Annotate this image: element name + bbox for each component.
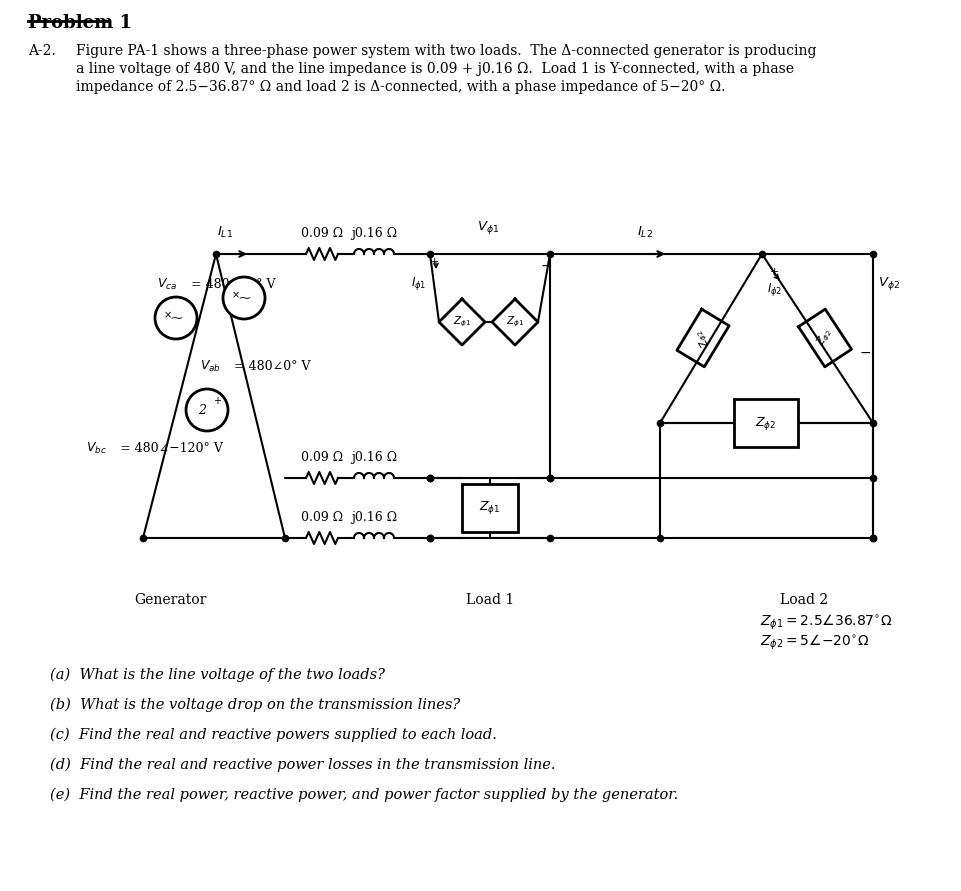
Text: ~: ~	[237, 290, 251, 307]
Circle shape	[155, 297, 197, 339]
Text: $V_{ab}$: $V_{ab}$	[200, 358, 221, 373]
Text: +: +	[770, 267, 778, 277]
Text: (a)  What is the line voltage of the two loads?: (a) What is the line voltage of the two …	[50, 668, 385, 683]
Text: $V_{bc}$: $V_{bc}$	[86, 440, 107, 455]
Text: $Z_{\phi 1}$: $Z_{\phi 1}$	[505, 315, 524, 329]
Text: (c)  Find the real and reactive powers supplied to each load.: (c) Find the real and reactive powers su…	[50, 728, 497, 742]
Text: $Z_{\phi 1}$: $Z_{\phi 1}$	[480, 500, 501, 517]
Text: 0.09 Ω: 0.09 Ω	[301, 451, 343, 464]
Text: $I_{\phi 1}$: $I_{\phi 1}$	[410, 275, 426, 292]
Text: j0.16 Ω: j0.16 Ω	[351, 511, 397, 524]
Text: (e)  Find the real power, reactive power, and power factor supplied by the gener: (e) Find the real power, reactive power,…	[50, 788, 678, 803]
Text: $Z_{\phi 1}= 2.5\angle36.87^{\circ}\Omega$: $Z_{\phi 1}= 2.5\angle36.87^{\circ}\Omeg…	[760, 613, 893, 633]
Text: $V_{ca}$: $V_{ca}$	[157, 276, 177, 291]
Text: $I_{L1}$: $I_{L1}$	[217, 225, 233, 240]
Text: $Z_{\phi 2}$: $Z_{\phi 2}$	[692, 327, 714, 349]
Bar	[462, 484, 518, 532]
Text: −: −	[859, 346, 871, 360]
Text: Generator: Generator	[134, 593, 207, 607]
Bar	[734, 399, 798, 447]
Text: −: −	[540, 259, 552, 273]
Text: = 480∠−120° V: = 480∠−120° V	[120, 442, 223, 454]
Text: 2: 2	[198, 404, 206, 416]
Text: $Z_{\phi 2}= 5\angle{-20}^{\circ}\Omega$: $Z_{\phi 2}= 5\angle{-20}^{\circ}\Omega$	[760, 633, 869, 652]
Text: $Z_{\phi 2}$: $Z_{\phi 2}$	[755, 414, 776, 431]
Text: Figure PA-1 shows a three-phase power system with two loads.  The Δ-connected ge: Figure PA-1 shows a three-phase power sy…	[76, 44, 817, 58]
Text: (b)  What is the voltage drop on the transmission lines?: (b) What is the voltage drop on the tran…	[50, 698, 460, 713]
Text: 0.09 Ω: 0.09 Ω	[301, 227, 343, 240]
Text: $Z_{\phi 1}$: $Z_{\phi 1}$	[453, 315, 471, 329]
Circle shape	[223, 277, 265, 319]
Text: j0.16 Ω: j0.16 Ω	[351, 227, 397, 240]
Text: 0.09 Ω: 0.09 Ω	[301, 511, 343, 524]
Text: +: +	[430, 257, 438, 267]
Text: $Z_{\phi 2}$: $Z_{\phi 2}$	[814, 326, 836, 349]
Text: $V_{\phi 1}$: $V_{\phi 1}$	[477, 219, 499, 236]
Text: = 480∠0° V: = 480∠0° V	[234, 359, 310, 372]
Text: $I_{L2}$: $I_{L2}$	[637, 225, 653, 240]
Text: ~: ~	[169, 309, 183, 326]
Circle shape	[186, 389, 228, 431]
Text: Load 2: Load 2	[780, 593, 828, 607]
Text: (d)  Find the real and reactive power losses in the transmission line.: (d) Find the real and reactive power los…	[50, 758, 555, 772]
Text: ×: ×	[232, 290, 240, 300]
Text: impedance of 2.5−36.87° Ω and load 2 is Δ-connected, with a phase impedance of 5: impedance of 2.5−36.87° Ω and load 2 is …	[76, 80, 726, 94]
Text: = 480−40° V: = 480−40° V	[191, 277, 276, 290]
Text: Problem 1: Problem 1	[28, 14, 132, 32]
Text: j0.16 Ω: j0.16 Ω	[351, 451, 397, 464]
Text: ×: ×	[164, 310, 172, 320]
Text: a line voltage of 480 V, and the line impedance is 0.09 + j0.16 Ω.  Load 1 is Y-: a line voltage of 480 V, and the line im…	[76, 62, 794, 76]
Text: A-2.: A-2.	[28, 44, 56, 58]
Text: $V_{\phi 2}$: $V_{\phi 2}$	[878, 275, 900, 292]
Text: +: +	[213, 396, 221, 406]
Text: Load 1: Load 1	[466, 593, 514, 607]
Text: $I_{\phi 2}$: $I_{\phi 2}$	[767, 281, 782, 298]
